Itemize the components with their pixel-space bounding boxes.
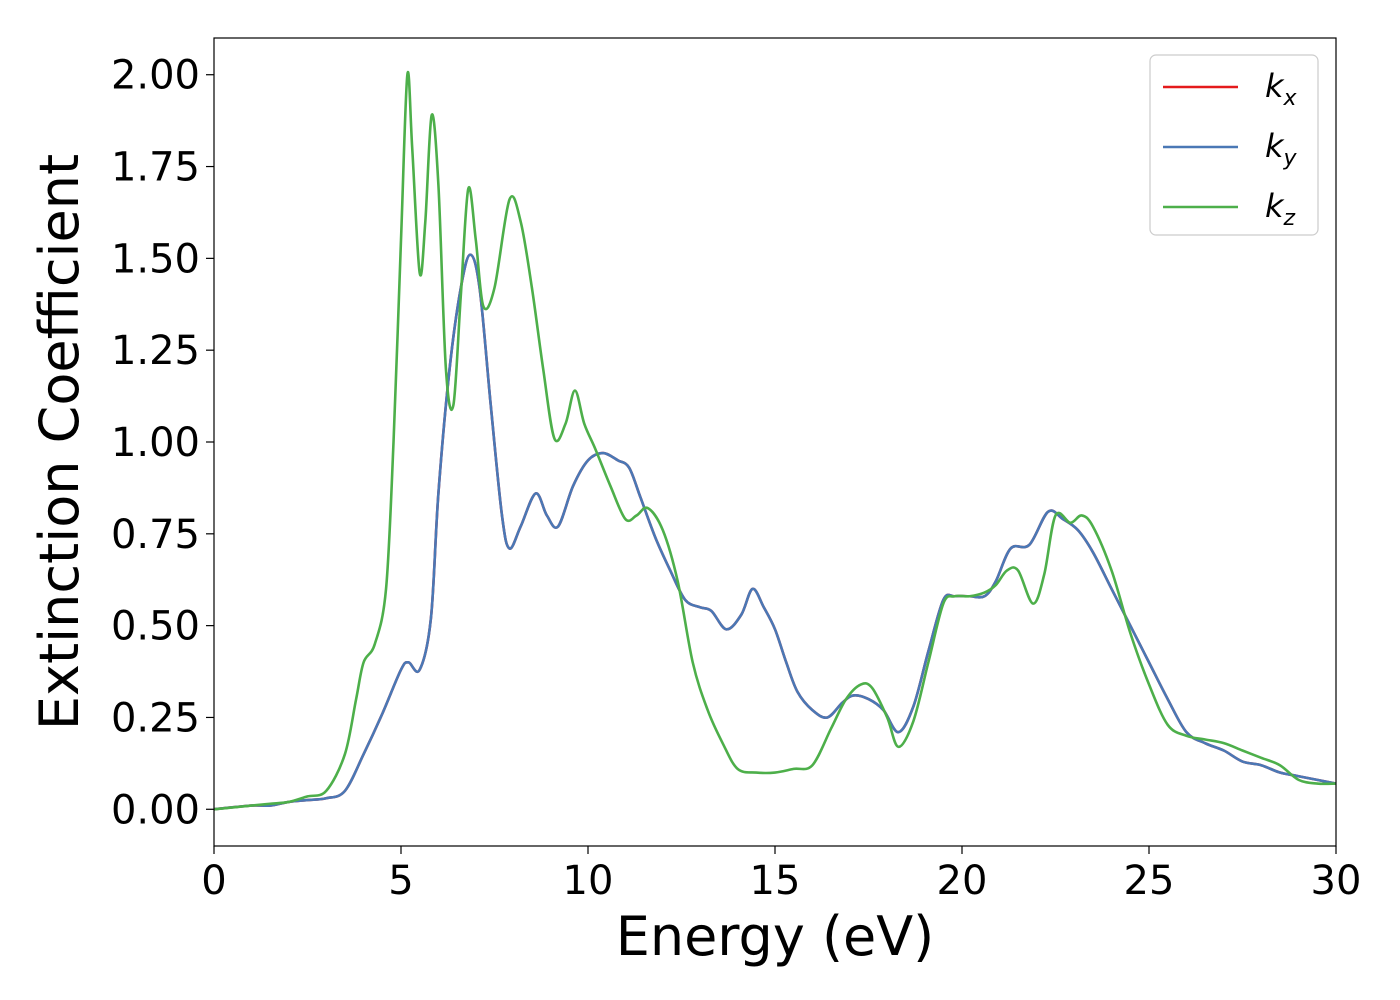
- y-tick-label: 1.00: [111, 420, 200, 466]
- plot-area: [214, 38, 1336, 846]
- y-axis: 0.00 0.25 0.50 0.75 1.00 1.25 1.50 1.75 2.00: [111, 53, 214, 833]
- x-tick-label: 10: [563, 858, 614, 904]
- y-tick-label: 0.50: [111, 604, 200, 650]
- x-tick-label: 15: [750, 858, 801, 904]
- x-tick-label: 25: [1124, 858, 1175, 904]
- series-group: [214, 70, 1336, 811]
- y-tick-label: 0.75: [111, 512, 200, 558]
- y-tick-label: 1.50: [111, 236, 200, 282]
- x-tick-label: 5: [388, 858, 413, 904]
- x-axis-title: Energy (eV): [616, 905, 935, 968]
- y-tick-label: 1.75: [111, 145, 200, 191]
- legend-frame: [1149, 54, 1319, 236]
- y-tick-label: 2.00: [111, 53, 200, 99]
- legend-label-z: kz: [1265, 187, 1296, 231]
- y-axis-title: Extinction Coefficient: [28, 154, 91, 730]
- series-line-z: [214, 70, 1336, 811]
- x-tick-label: 20: [937, 858, 988, 904]
- legend-label-x: kx: [1265, 67, 1298, 111]
- y-tick-label: 0.00: [111, 787, 200, 833]
- y-tick-label: 1.25: [111, 328, 200, 374]
- x-tick-label: 30: [1311, 858, 1362, 904]
- series-line-y: [214, 253, 1336, 811]
- legend-label-y: ky: [1265, 127, 1298, 171]
- x-axis: 0 5 10 15 20 25 30: [201, 846, 1361, 904]
- x-tick-label: 0: [201, 858, 226, 904]
- y-tick-label: 0.25: [111, 695, 200, 741]
- legend: kx ky kz: [1149, 54, 1319, 236]
